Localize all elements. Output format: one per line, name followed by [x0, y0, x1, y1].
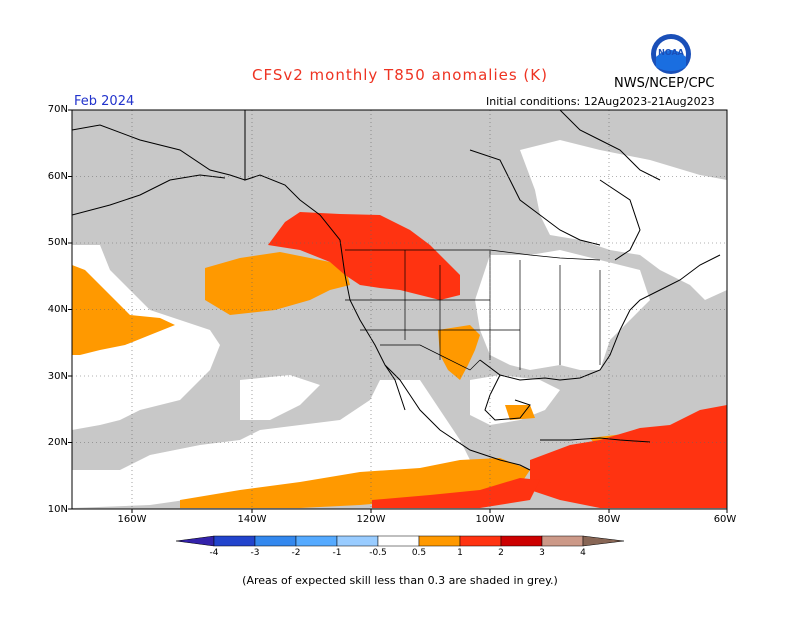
colorbar-label: -2 — [291, 548, 301, 558]
colorbar-label: 2 — [498, 548, 504, 558]
lon-label-80w: 80W — [597, 514, 621, 525]
orange-region-northeast-pacific — [205, 252, 350, 315]
lon-label-160w: 160W — [117, 514, 147, 525]
orange-region-southwest-us — [438, 325, 480, 380]
red-region-tropical-atlantic — [530, 405, 727, 508]
white-region-eastern-us — [475, 250, 650, 370]
agency-label: NWS/NCEP/CPC — [614, 76, 715, 91]
colorbar — [175, 535, 625, 547]
colorbar-swatch-9 — [500, 535, 543, 547]
red-region-northwest — [268, 212, 460, 300]
colorbar-label: 3 — [539, 548, 545, 558]
coastlines — [72, 110, 721, 471]
colorbar-swatch-7 — [418, 535, 461, 547]
colorbar-label: -0.5 — [369, 548, 387, 558]
colorbar-label: -4 — [209, 548, 219, 558]
gridlines — [72, 110, 727, 509]
white-region-canada — [520, 140, 727, 300]
lat-label-20n: 20N — [47, 437, 68, 448]
colorbar-label: -3 — [250, 548, 260, 558]
colorbar-label: 4 — [580, 548, 586, 558]
colorbar-swatch-10 — [541, 535, 584, 547]
colorbar-label: 1 — [457, 548, 463, 558]
political-borders — [345, 249, 601, 371]
colorbar-swatch-1 — [175, 535, 215, 547]
noaa-logo: NOAA — [651, 34, 691, 74]
lat-label-60n: 60N — [47, 171, 68, 182]
skill-footnote: (Areas of expected skill less than 0.3 a… — [242, 574, 558, 587]
colorbar-swatch-3 — [254, 535, 297, 547]
initial-conditions: Initial conditions: 12Aug2023-21Aug2023 — [486, 95, 715, 108]
lon-label-120w: 120W — [356, 514, 386, 525]
month-label: Feb 2024 — [74, 94, 135, 109]
lon-label-60w: 60W — [713, 514, 737, 525]
map-title: CFSv2 monthly T850 anomalies (K) — [252, 66, 548, 84]
colorbar-label: 0.5 — [411, 548, 427, 558]
orange-region-west-pacific — [72, 265, 175, 355]
colorbar-label: -1 — [332, 548, 342, 558]
colorbar-swatch-5 — [336, 535, 379, 547]
white-region-pacific-north — [72, 245, 220, 430]
lat-label-50n: 50N — [47, 237, 68, 248]
lat-label-70n: 70N — [47, 104, 68, 115]
lat-label-30n: 30N — [47, 371, 68, 382]
svg-text:NOAA: NOAA — [658, 48, 684, 57]
colorbar-swatch-11 — [582, 535, 625, 547]
colorbar-swatch-8 — [459, 535, 502, 547]
colorbar-swatch-6 — [377, 535, 420, 547]
colorbar-swatch-4 — [295, 535, 338, 547]
lon-label-140w: 140W — [237, 514, 267, 525]
red-region-tropical-pacific-east — [372, 478, 540, 508]
white-region-pacific-mid — [240, 375, 320, 420]
colorbar-swatch-2 — [213, 535, 256, 547]
lon-label-100w: 100W — [475, 514, 505, 525]
lat-label-10n: 10N — [47, 504, 68, 515]
lat-label-40n: 40N — [47, 304, 68, 315]
